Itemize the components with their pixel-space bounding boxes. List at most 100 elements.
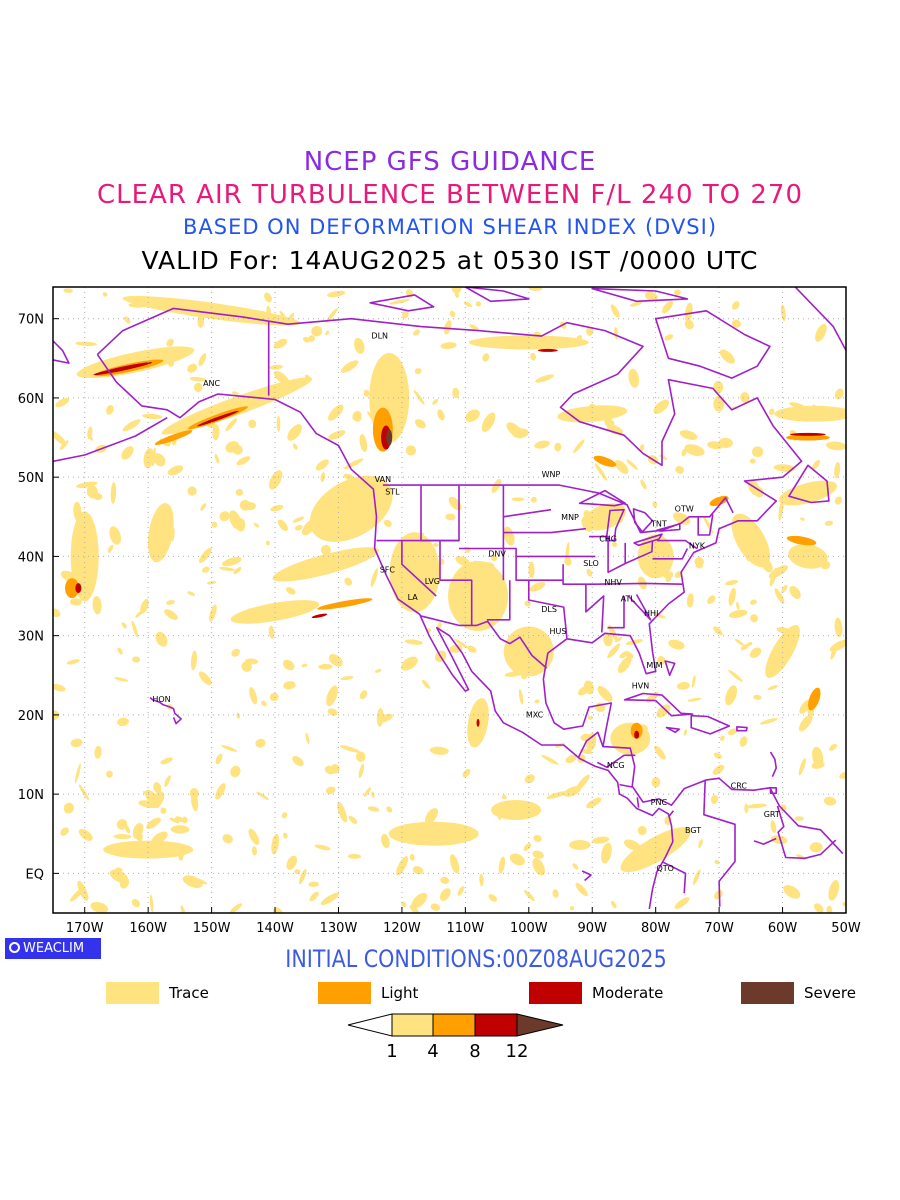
trace-speckle bbox=[182, 816, 188, 824]
trace-speckle bbox=[53, 430, 67, 446]
trace-speckle bbox=[229, 903, 243, 913]
trace-speckle bbox=[603, 633, 613, 647]
trace-speckle bbox=[720, 735, 725, 741]
trace-speckle bbox=[328, 404, 344, 421]
trace-speckle bbox=[640, 479, 647, 490]
trace-speckle bbox=[314, 844, 331, 851]
city-label-stl: STL bbox=[385, 488, 400, 497]
trace-speckle bbox=[779, 804, 787, 812]
trace-speckle bbox=[339, 745, 360, 753]
trace-speckle bbox=[534, 440, 550, 449]
trace-speckle bbox=[86, 485, 98, 499]
baffin-island bbox=[654, 310, 771, 379]
trace-speckle bbox=[358, 763, 365, 779]
trace-speckle bbox=[637, 825, 647, 836]
trace-speckle bbox=[87, 433, 94, 441]
trace-speckle bbox=[248, 419, 257, 429]
city-label-qto: QTO bbox=[656, 864, 673, 873]
trace-speckle bbox=[222, 834, 233, 844]
trace-speckle bbox=[187, 591, 196, 596]
venezuela-brazil-border bbox=[753, 837, 777, 845]
trace-speckle bbox=[193, 382, 203, 392]
trace-speckle bbox=[187, 363, 198, 373]
trace-speckle bbox=[594, 462, 608, 481]
trace-area bbox=[731, 513, 771, 568]
trace-speckle bbox=[110, 482, 117, 504]
trace-speckle bbox=[467, 645, 477, 653]
trace-speckle bbox=[530, 352, 536, 361]
city-labels: DLN ANC VAN STL WNP OTW TNT MNP CHG NYK DNV SFC SLO L… bbox=[152, 332, 780, 873]
trace-speckle bbox=[800, 517, 805, 521]
trace-area bbox=[230, 600, 320, 624]
light-area bbox=[593, 455, 617, 467]
trace-speckle bbox=[283, 681, 296, 690]
trace-speckle bbox=[187, 486, 197, 496]
trace-area bbox=[778, 480, 838, 506]
trace-speckle bbox=[363, 787, 372, 797]
city-label-nhv: NHV bbox=[604, 578, 622, 587]
city-label-hon: HON bbox=[152, 695, 170, 704]
trace-speckle bbox=[611, 900, 617, 909]
light-area bbox=[317, 598, 373, 610]
trace-speckle bbox=[153, 453, 166, 467]
trace-speckle bbox=[430, 903, 441, 911]
trace-area bbox=[147, 503, 174, 563]
trace-speckle bbox=[469, 324, 479, 331]
trace-speckle bbox=[253, 522, 260, 528]
state-line bbox=[652, 548, 689, 560]
city-label-anc: ANC bbox=[203, 379, 220, 388]
trace-speckle bbox=[839, 771, 846, 779]
trace-speckle bbox=[830, 642, 839, 660]
trace-speckle bbox=[255, 738, 266, 748]
trace-speckle bbox=[645, 291, 658, 302]
city-label-mnp: MNP bbox=[561, 513, 579, 522]
trace-speckle bbox=[308, 881, 319, 887]
trace-speckle bbox=[354, 337, 365, 354]
trace-speckle bbox=[327, 708, 338, 716]
trace-speckle bbox=[825, 441, 846, 451]
trace-speckle bbox=[532, 850, 544, 859]
trace-speckle bbox=[452, 387, 460, 399]
moderate-area bbox=[197, 410, 239, 427]
moderate-area bbox=[93, 362, 153, 376]
aleutian-chain bbox=[53, 417, 168, 463]
trace-speckle bbox=[401, 656, 418, 671]
greenland-coast bbox=[794, 287, 846, 351]
trace-speckle bbox=[328, 653, 343, 667]
legend-moderate-swatch bbox=[529, 982, 582, 1004]
trace-speckle bbox=[587, 715, 593, 720]
trace-speckle bbox=[324, 765, 335, 775]
legend-light-label: Light bbox=[381, 984, 419, 1002]
trace-speckle bbox=[728, 609, 748, 619]
trace-speckle bbox=[781, 584, 788, 593]
trace-speckle bbox=[261, 700, 267, 707]
trace-speckle bbox=[608, 625, 618, 641]
city-label-la: LA bbox=[408, 593, 419, 602]
trace-speckle bbox=[533, 834, 542, 842]
trace-speckle bbox=[320, 472, 326, 483]
trace-speckle bbox=[812, 746, 824, 768]
trace-area bbox=[272, 547, 379, 582]
moderate-area bbox=[634, 730, 640, 739]
trace-speckle bbox=[501, 794, 507, 800]
trace-speckle bbox=[341, 360, 359, 373]
trace-speckle bbox=[69, 598, 82, 606]
trace-speckle bbox=[653, 399, 669, 414]
trace-speckle bbox=[573, 439, 585, 454]
trace-speckle bbox=[106, 770, 113, 778]
trace-speckle bbox=[518, 689, 524, 705]
trace-speckle bbox=[225, 441, 240, 453]
trace-speckle bbox=[66, 659, 80, 665]
trace-speckle bbox=[572, 863, 579, 870]
trace-speckle bbox=[778, 498, 784, 521]
trace-speckle bbox=[789, 585, 801, 599]
trace-speckle bbox=[440, 342, 457, 350]
lon-label: 90W bbox=[578, 921, 608, 936]
trace-speckle bbox=[320, 892, 340, 906]
trace-speckle bbox=[337, 801, 348, 823]
trace-speckle bbox=[528, 561, 535, 579]
lon-label: 150W bbox=[193, 921, 231, 936]
trace-speckle bbox=[308, 335, 315, 342]
trace-speckle bbox=[166, 338, 174, 347]
trace-speckle bbox=[396, 856, 409, 876]
